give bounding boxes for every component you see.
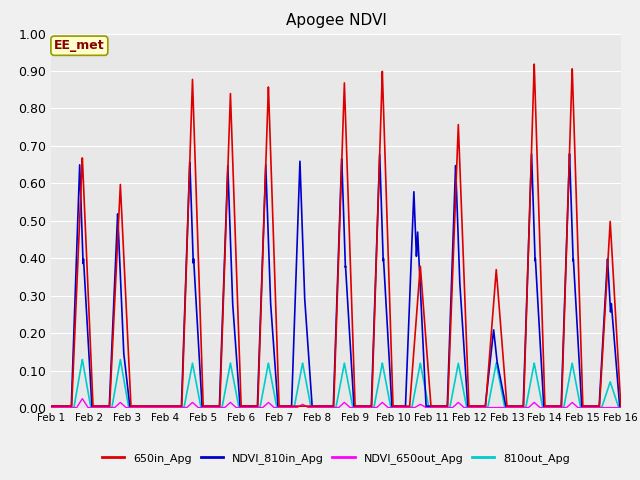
Title: Apogee NDVI: Apogee NDVI xyxy=(285,13,387,28)
Text: EE_met: EE_met xyxy=(54,39,105,52)
Legend: 650in_Apg, NDVI_810in_Apg, NDVI_650out_Apg, 810out_Apg: 650in_Apg, NDVI_810in_Apg, NDVI_650out_A… xyxy=(97,448,575,468)
